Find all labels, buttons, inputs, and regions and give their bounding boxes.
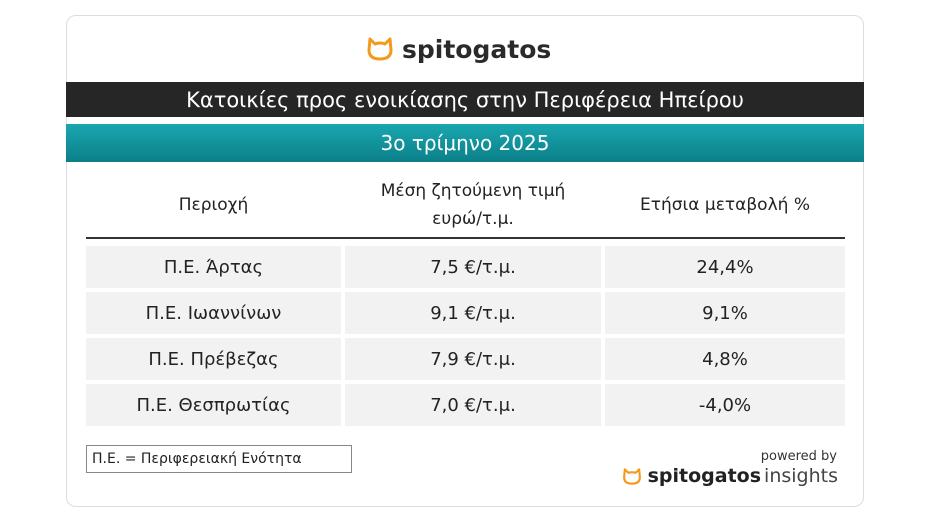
title: Κατοικίες προς ενοικίασης στην Περιφέρει…: [66, 82, 864, 117]
column-header: Περιοχή: [86, 176, 341, 234]
footnote: Π.Ε. = Περιφερειακή Ενότητα: [86, 445, 352, 473]
brand-name: spitogatos: [647, 465, 762, 487]
table-cell: -4,0%: [605, 384, 845, 426]
header-line: ευρώ/τ.μ.: [432, 209, 514, 229]
table-cell: 9,1 €/τ.μ.: [345, 292, 601, 334]
table-cell: Π.Ε. Πρέβεζας: [86, 338, 341, 380]
logo-text: spitogatos: [402, 34, 552, 64]
brand: spitogatos insights: [622, 465, 838, 487]
column-header: Μέση ζητούμενη τιμή ευρώ/τ.μ.: [345, 176, 601, 234]
powered-by: powered by: [760, 449, 837, 464]
subtitle: 3ο τρίμηνο 2025: [66, 124, 864, 162]
table-cell: 4,8%: [605, 338, 845, 380]
table-cell: 7,9 €/τ.μ.: [345, 338, 601, 380]
card: [66, 15, 864, 507]
table-cell: 24,4%: [605, 246, 845, 288]
header-line: Ετήσια μεταβολή %: [640, 195, 810, 215]
header-line: Μέση ζητούμενη τιμή: [380, 181, 566, 201]
header-line: Περιοχή: [178, 195, 249, 215]
table-cell: 7,0 €/τ.μ.: [345, 384, 601, 426]
table-cell: Π.Ε. Άρτας: [86, 246, 341, 288]
table-cell: Π.Ε. Ιωαννίνων: [86, 292, 341, 334]
brand-suffix: insights: [764, 465, 838, 487]
header-rule: [86, 237, 845, 239]
table-cell: 7,5 €/τ.μ.: [345, 246, 601, 288]
logo-icon: [367, 37, 393, 61]
table-cell: Π.Ε. Θεσπρωτίας: [86, 384, 341, 426]
brand-icon: [622, 467, 641, 485]
logo: spitogatos: [366, 32, 551, 66]
column-header: Ετήσια μεταβολή %: [605, 176, 845, 234]
table-cell: 9,1%: [605, 292, 845, 334]
